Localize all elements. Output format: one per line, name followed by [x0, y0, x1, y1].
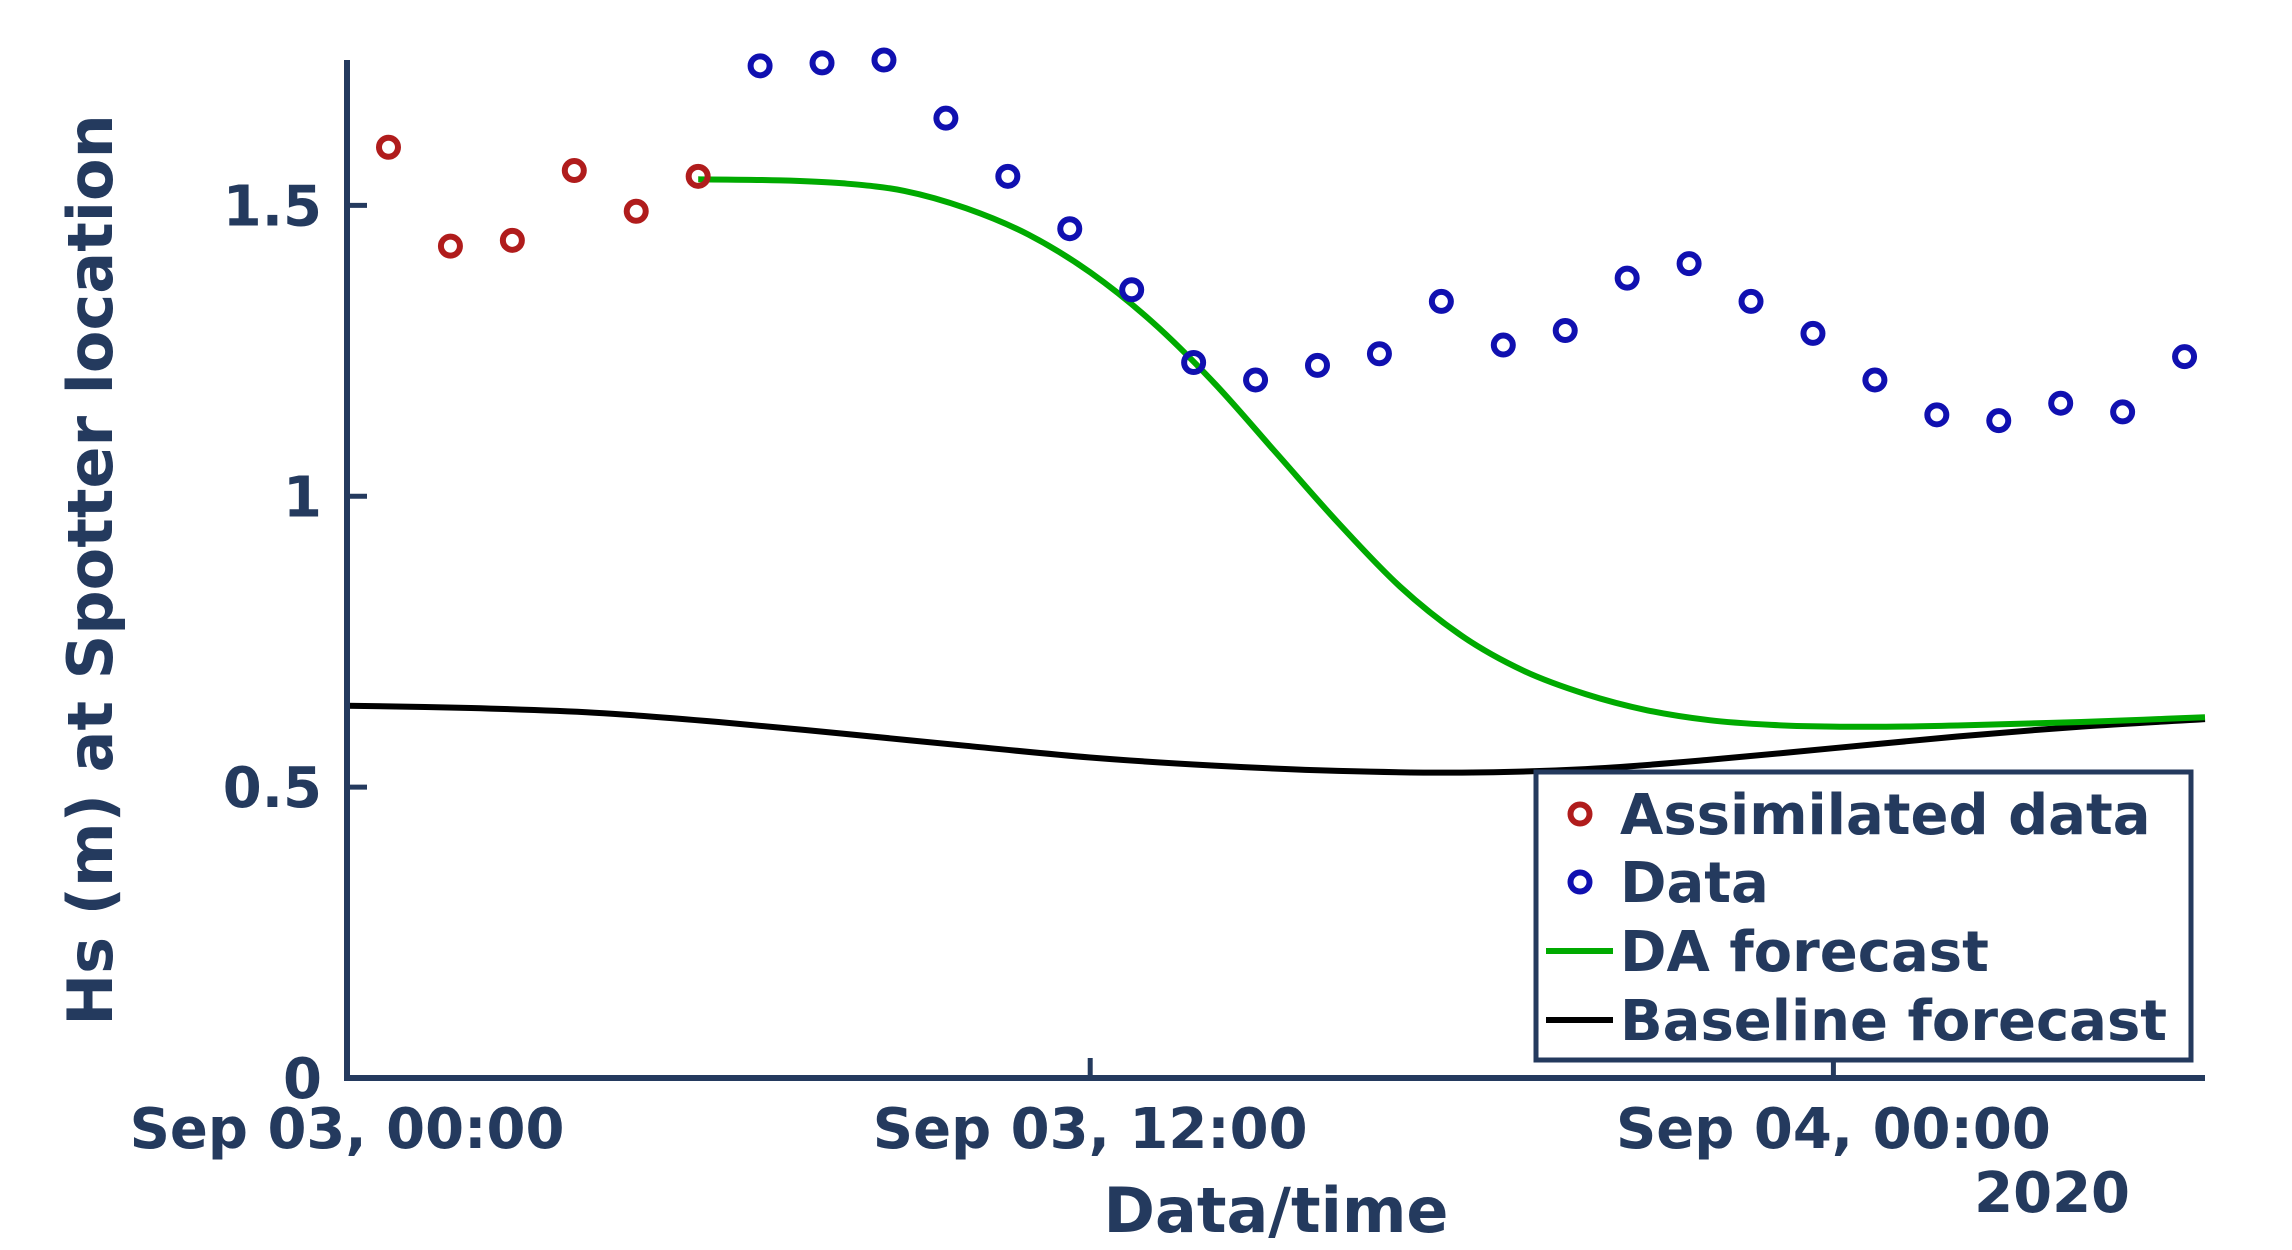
- year-label: 2020: [1974, 1161, 2130, 1226]
- legend-label-assimilated-data: Assimilated data: [1620, 783, 2151, 848]
- data-point: [1862, 367, 1888, 393]
- y-tick-label: 1.5: [223, 174, 322, 239]
- x-tick-label: Sep 03, 00:00: [130, 1097, 565, 1162]
- data-point: [1304, 352, 1330, 378]
- y-tick-label: 0.5: [223, 756, 322, 821]
- data-point: [1924, 402, 1950, 428]
- legend-box: [1533, 769, 2194, 1063]
- data-point: [1800, 320, 1826, 346]
- baseline-forecast-line: [346, 702, 2206, 776]
- legend-marker-data: [1567, 869, 1593, 895]
- data-point: [1676, 251, 1702, 277]
- x-axis-title: Data/time: [1104, 1174, 1449, 1247]
- legend-entry-da-forecast: DA forecast: [1546, 920, 1989, 985]
- assimilated-data-point: [685, 163, 711, 189]
- data-point: [1181, 349, 1207, 375]
- assimilated-data-point: [375, 134, 401, 160]
- data-point: [1057, 216, 1083, 242]
- legend-entry-baseline-forecast: Baseline forecast: [1546, 989, 2167, 1054]
- x-tick-label: Sep 03, 12:00: [873, 1097, 1308, 1162]
- assimilated-data-point: [561, 158, 587, 184]
- data-point: [1552, 317, 1578, 343]
- data-point: [871, 47, 897, 73]
- x-tick-label: Sep 04, 00:00: [1616, 1097, 2051, 1162]
- data-point: [1366, 341, 1392, 367]
- legend-marker-assimilated-data: [1567, 801, 1593, 827]
- legend-label-baseline-forecast: Baseline forecast: [1620, 989, 2167, 1054]
- data-point: [1243, 367, 1269, 393]
- y-axis-title: Hs (m) at Spotter location: [54, 114, 127, 1025]
- series-layer: [346, 47, 2206, 776]
- data-point: [933, 105, 959, 131]
- legend-label-data: Data: [1620, 851, 1769, 916]
- legend-entry-assimilated-data: Assimilated data: [1567, 783, 2151, 848]
- y-tick-label: 1: [283, 465, 322, 530]
- data-point: [995, 163, 1021, 189]
- data-point: [747, 53, 773, 79]
- y-tick-label: 0: [283, 1047, 322, 1112]
- data-point: [2110, 399, 2136, 425]
- data-point: [1738, 288, 1764, 314]
- data-point: [1614, 265, 1640, 291]
- data-point: [809, 50, 835, 76]
- data-point: [2048, 390, 2074, 416]
- assimilated-data-point: [499, 227, 525, 253]
- axes: [344, 60, 2205, 1081]
- legend-entry-data: Data: [1567, 851, 1769, 916]
- data-point: [1428, 288, 1454, 314]
- data-point: [2172, 344, 2198, 370]
- data-point: [1119, 277, 1145, 303]
- legend-label-da-forecast: DA forecast: [1620, 920, 1989, 985]
- assimilated-data-point: [623, 198, 649, 224]
- data-point: [1490, 332, 1516, 358]
- ticks: Sep 03, 00:00 Sep 03, 12:00 Sep 04, 00:00 0…: [130, 174, 2051, 1162]
- legend: Assimilated data Data DA forecast Baseli…: [1533, 769, 2194, 1063]
- da-forecast-line: [698, 176, 2206, 730]
- assimilated-data-point: [437, 233, 463, 259]
- data-point: [1986, 408, 2012, 434]
